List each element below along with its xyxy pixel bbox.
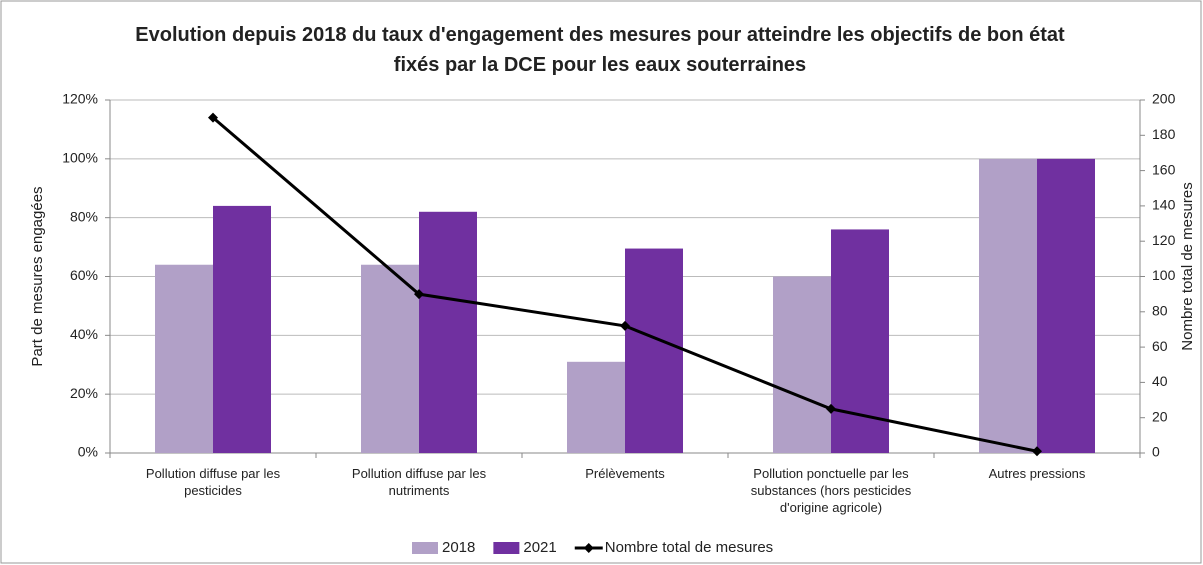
- x-tick-label: Autres pressions: [988, 466, 1086, 481]
- bar: [419, 211, 477, 453]
- bar: [1037, 158, 1095, 454]
- legend-label: Nombre total de mesures: [605, 539, 773, 556]
- y2-axis-label: Nombre total de mesures: [1179, 182, 1196, 350]
- y-tick-label: 60%: [70, 267, 98, 283]
- y-axis-label: Part de mesures engagées: [29, 186, 46, 366]
- x-tick-label: Pollution diffuse par les nutriments: [351, 466, 487, 498]
- y2-tick-label: 200: [1152, 91, 1176, 107]
- bar: [773, 276, 831, 453]
- legend-swatch: [412, 542, 438, 554]
- y2-tick-label: 20: [1152, 408, 1168, 424]
- y2-tick-label: 120: [1152, 232, 1176, 248]
- bar: [155, 264, 213, 453]
- legend-label: 2018: [442, 539, 475, 556]
- line-marker: [826, 403, 836, 414]
- y-tick-label: 40%: [70, 326, 98, 342]
- y-tick-label: 120%: [62, 91, 98, 107]
- y2-tick-label: 60: [1152, 338, 1168, 354]
- y-tick-label: 100%: [62, 150, 98, 166]
- y2-tick-label: 80: [1152, 303, 1168, 319]
- bar: [979, 158, 1037, 454]
- legend-label: 2021: [523, 539, 556, 556]
- x-tick-label: Pollution ponctuelle par les substances …: [750, 466, 912, 515]
- y-tick-label: 80%: [70, 208, 98, 224]
- chart-title: Evolution depuis 2018 du taux d'engageme…: [135, 24, 1065, 76]
- bar: [361, 264, 419, 453]
- bar: [213, 205, 271, 453]
- line-marker: [414, 289, 424, 300]
- x-tick-label: Pollution diffuse par les pesticides: [145, 466, 281, 498]
- y-tick-label: 20%: [70, 385, 98, 401]
- y-tick-label: 0%: [78, 444, 98, 460]
- y2-tick-label: 40: [1152, 373, 1168, 389]
- line-marker: [208, 112, 218, 123]
- bar: [567, 361, 625, 453]
- x-tick-label: Prélèvements: [585, 466, 665, 481]
- y2-tick-label: 140: [1152, 197, 1176, 213]
- y2-tick-label: 180: [1152, 126, 1176, 142]
- y2-tick-label: 100: [1152, 267, 1176, 283]
- y2-tick-label: 160: [1152, 161, 1176, 177]
- legend-swatch: [583, 543, 594, 553]
- bar: [625, 248, 683, 453]
- y2-tick-label: 0: [1152, 444, 1160, 460]
- line-marker: [1032, 446, 1042, 457]
- legend-swatch: [493, 542, 520, 554]
- line-marker: [620, 320, 630, 331]
